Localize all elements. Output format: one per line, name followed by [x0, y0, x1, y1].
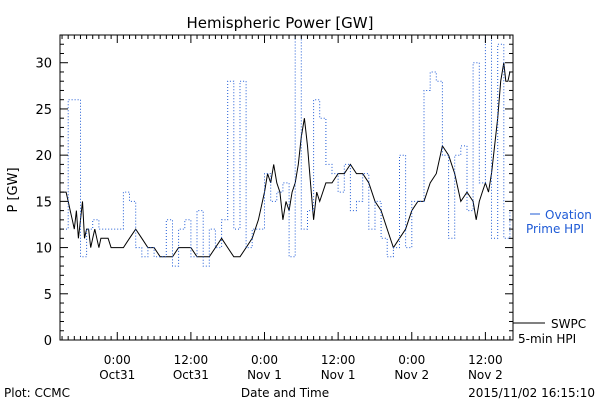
x-tick-label-time: 0:00 — [251, 353, 278, 367]
y-tick-label: 10 — [35, 242, 52, 257]
x-tick-label-date: Nov 1 — [321, 368, 356, 382]
y-tick-label: 0 — [44, 334, 52, 349]
x-tick-label-date: Oct31 — [173, 368, 209, 382]
legend: Ovation Prime HPI SWPC 5-min HPI — [513, 208, 592, 346]
plot-frame — [59, 34, 514, 341]
x-axis-label: Date and Time — [241, 386, 329, 400]
x-tick-label-date: Nov 2 — [468, 368, 503, 382]
y-tick-label: 5 — [44, 288, 52, 303]
x-tick-label-time: 12:00 — [321, 353, 356, 367]
x-tick-label-date: Nov 1 — [247, 368, 282, 382]
y-tick-label: 25 — [35, 103, 52, 118]
series-layer — [60, 34, 511, 267]
y-axis-label: P [GW] — [6, 167, 21, 212]
chart-title: Hemispheric Power [GW] — [187, 14, 374, 32]
legend-swpc-label-line1: SWPC — [551, 317, 586, 331]
series-line-ovation-prime-hpi — [60, 34, 511, 267]
x-tick-label-date: Oct31 — [99, 368, 135, 382]
x-tick-label-time: 12:00 — [468, 353, 503, 367]
x-tick-label-date: Nov 2 — [394, 368, 429, 382]
legend-swpc-label-line2: 5-min HPI — [518, 332, 576, 346]
plot-credit: Plot: CCMC — [4, 386, 70, 400]
y-tick-label: 20 — [35, 149, 52, 164]
plot-timestamp: 2015/11/02 16:15:10 — [468, 386, 595, 400]
x-tick-label-time: 0:00 — [398, 353, 425, 367]
legend-ovation-label-line1: Ovation — [545, 208, 592, 222]
y-tick-label: 30 — [35, 57, 52, 72]
series-line-swpc-5-min-hpi — [60, 62, 511, 258]
legend-ovation-label-line2: Prime HPI — [526, 222, 584, 236]
y-tick-label: 15 — [35, 195, 52, 210]
x-tick-label-time: 12:00 — [174, 353, 209, 367]
x-tick-label-time: 0:00 — [104, 353, 131, 367]
